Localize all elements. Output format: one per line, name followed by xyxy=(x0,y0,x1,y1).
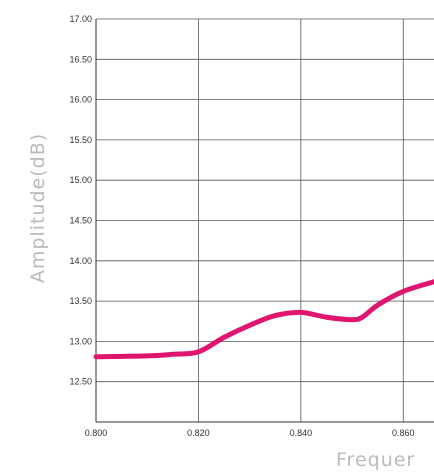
grid-lines xyxy=(95,18,434,422)
y-tick-label: 13.50 xyxy=(69,296,92,306)
series-layer xyxy=(93,279,434,360)
y-tick-label: 17.00 xyxy=(69,14,92,24)
y-tick-label: 15.00 xyxy=(69,175,92,185)
tick-labels: 17.00 16.50 16.00 15.50 15.00 14.50 14.00 13.50… xyxy=(69,14,414,438)
y-tick-label: 14.00 xyxy=(69,256,92,266)
y-tick-label: 16.00 xyxy=(69,95,92,105)
y-tick-label: 12.50 xyxy=(69,377,92,387)
y-tick-label: 14.50 xyxy=(69,216,92,226)
x-tick-label: 0.860 xyxy=(392,428,415,438)
x-tick-label: 0.800 xyxy=(85,428,108,438)
y-tick-label: 16.50 xyxy=(69,54,92,64)
x-tick-label: 0.820 xyxy=(187,428,210,438)
y-tick-label: 15.50 xyxy=(69,135,92,145)
y-axis-title: Amplitude(dB) xyxy=(27,133,49,283)
x-tick-label: 0.840 xyxy=(290,428,313,438)
y-tick-label: 13.00 xyxy=(69,336,92,346)
x-axis-title: Frequer xyxy=(336,449,415,471)
amplitude-series-line xyxy=(93,279,434,360)
